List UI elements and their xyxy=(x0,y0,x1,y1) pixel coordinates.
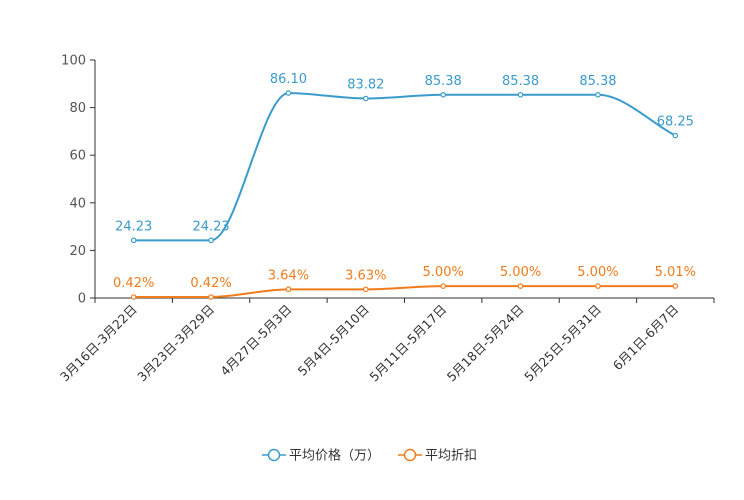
data-label: 24.23 xyxy=(192,219,229,234)
data-point xyxy=(363,95,369,102)
data-point xyxy=(363,286,369,293)
data-label: 68.25 xyxy=(657,115,694,130)
data-point xyxy=(517,91,524,98)
legend-label: 平均折扣 xyxy=(425,449,477,464)
data-point xyxy=(672,283,679,289)
data-label: 5.01% xyxy=(655,265,696,280)
x-tick-label: 6月1日-6月7日 xyxy=(610,302,682,374)
data-label: 5.00% xyxy=(577,265,618,280)
y-tick-label: 100 xyxy=(61,54,86,69)
data-point xyxy=(440,283,446,289)
data-label: 85.38 xyxy=(425,74,462,89)
data-label: 86.10 xyxy=(270,72,307,87)
data-label: 3.64% xyxy=(268,268,309,283)
x-tick-label: 5月25日-5月31日 xyxy=(521,302,604,385)
x-tick-label: 3月16日-3月22日 xyxy=(57,302,140,385)
y-tick-label: 0 xyxy=(78,292,86,307)
data-label: 85.38 xyxy=(502,74,539,89)
data-point xyxy=(208,237,214,244)
data-label: 3.63% xyxy=(345,268,386,283)
x-tick-label: 5月4日-5月10日 xyxy=(295,302,372,379)
data-label: 24.23 xyxy=(115,219,152,234)
data-point xyxy=(130,237,137,244)
data-label: 0.42% xyxy=(190,276,231,291)
legend-marker-icon xyxy=(403,448,417,462)
data-point xyxy=(595,91,601,98)
series-line-avg-discount xyxy=(133,285,676,298)
data-label: 85.38 xyxy=(579,74,616,89)
x-tick-label: 4月27日-5月3日 xyxy=(217,302,294,379)
legend-marker-icon xyxy=(267,448,281,462)
data-point xyxy=(440,91,446,98)
data-point xyxy=(285,90,292,96)
legend-label: 平均价格（万） xyxy=(289,448,380,464)
series-line-avg-price xyxy=(133,92,676,242)
data-point xyxy=(595,283,601,289)
data-point xyxy=(517,283,524,289)
x-tick-label: 5月18日-5月24日 xyxy=(444,302,527,385)
data-label: 5.00% xyxy=(500,265,541,280)
data-point xyxy=(130,294,137,300)
data-label: 5.00% xyxy=(423,265,464,280)
y-tick-label: 20 xyxy=(69,244,86,259)
data-point xyxy=(672,132,679,139)
data-point xyxy=(285,286,292,293)
data-point xyxy=(208,294,214,300)
y-tick-label: 40 xyxy=(69,196,86,211)
y-tick-label: 60 xyxy=(69,149,86,164)
y-tick-label: 80 xyxy=(69,101,86,116)
data-label: 83.82 xyxy=(347,78,384,93)
x-tick-label: 3月23日-3月29日 xyxy=(134,302,217,385)
x-tick-label: 5月11日-5月17日 xyxy=(366,302,449,385)
data-label: 0.42% xyxy=(113,276,154,291)
